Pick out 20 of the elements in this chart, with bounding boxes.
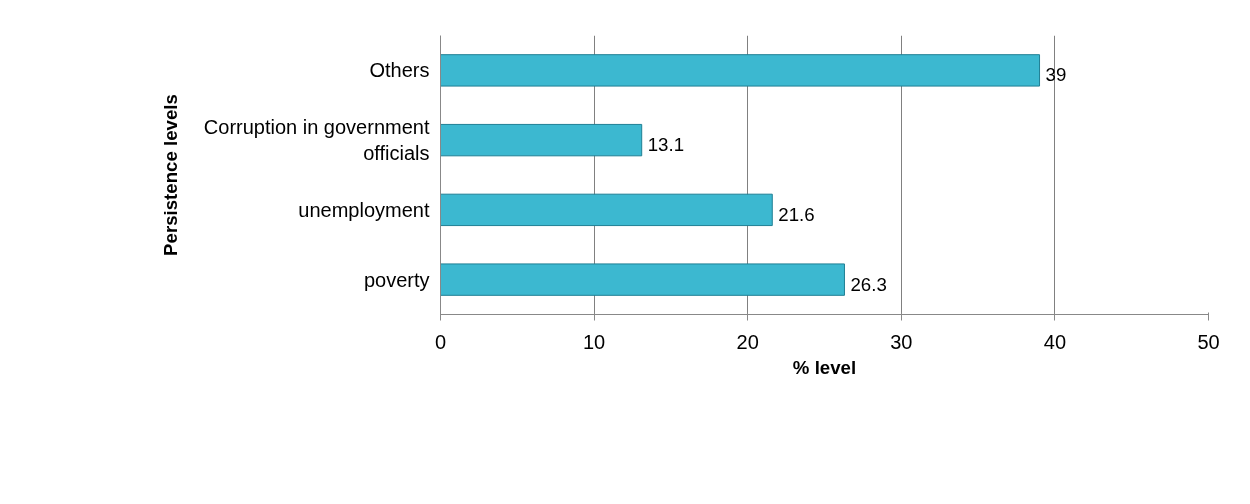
y-tick-label: Corruption in government officials bbox=[203, 115, 430, 165]
bar bbox=[440, 54, 1041, 87]
data-label: 39 bbox=[1045, 64, 1067, 86]
x-tick-label: 30 bbox=[890, 330, 913, 353]
x-tick-label: 0 bbox=[434, 330, 447, 353]
y-tick-label: Others bbox=[369, 59, 430, 82]
bar bbox=[440, 123, 643, 157]
bar bbox=[440, 193, 773, 227]
x-tick-label: 40 bbox=[1043, 330, 1067, 353]
bar bbox=[440, 263, 845, 296]
data-label: 13.1 bbox=[647, 134, 685, 156]
x-axis-title: % level bbox=[792, 356, 857, 378]
y-axis-title: Persistence levels bbox=[159, 94, 181, 256]
data-label: 21.6 bbox=[778, 203, 815, 225]
x-tick-label: 10 bbox=[582, 330, 606, 353]
y-tick-label: poverty bbox=[363, 268, 430, 291]
data-label: 26.3 bbox=[850, 273, 887, 295]
x-tick-label: 50 bbox=[1197, 330, 1220, 353]
y-tick-label: unemployment bbox=[298, 198, 430, 221]
x-tick-label: 20 bbox=[736, 330, 759, 353]
